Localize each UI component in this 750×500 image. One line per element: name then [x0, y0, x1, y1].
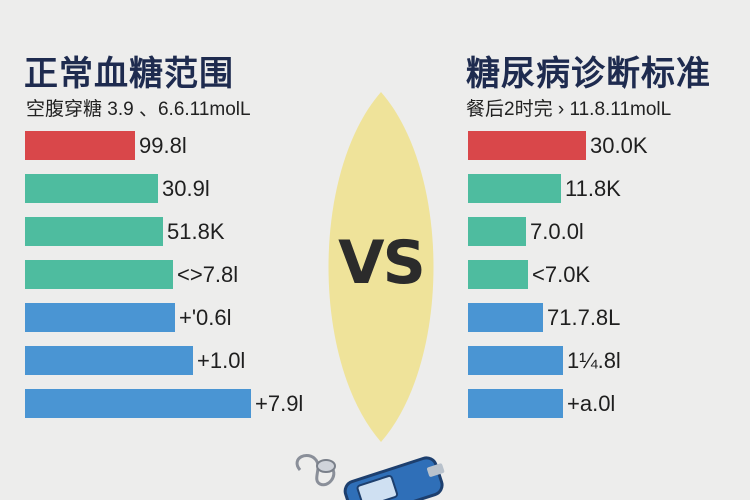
diagnosis-bar-label: 71.7.8L: [547, 304, 621, 330]
diagnosis-bar: [468, 131, 586, 160]
normal-bar-row: <>7.8l: [25, 260, 238, 289]
diagnosis-bar: [468, 346, 563, 375]
normal-bar: [25, 346, 193, 375]
glucose-meter-icon: [295, 454, 445, 500]
diagnosis-bar-row: 7.0.0l: [468, 217, 584, 246]
diagnosis-bar-row: 11.8K: [468, 174, 621, 203]
normal-bar: [25, 174, 158, 203]
normal-bar: [25, 260, 173, 289]
diagnosis-bar: [468, 389, 563, 418]
diagnosis-bar-label: <7.0K: [532, 261, 591, 287]
normal-bar-label: <>7.8l: [177, 261, 239, 287]
normal-bar-label: 51.8K: [167, 218, 225, 244]
diagnosis-bar: [468, 217, 526, 246]
diagnosis-bar-label: 1¼.8l: [567, 347, 621, 373]
normal-bar-row: +1.0l: [25, 346, 245, 375]
normal-bar-row: +'0.6l: [25, 303, 232, 332]
normal-bar-row: +7.9l: [25, 389, 303, 418]
diagnosis-bar: [468, 174, 561, 203]
normal-bar: [25, 389, 251, 418]
diagnosis-title: 糖尿病诊断标准: [466, 55, 711, 93]
normal-range-bars: 99.8l 30.9l 51.8K <>7.8l +'0.6l +1.0l +7.9l: [0, 0, 340, 500]
diagnosis-bar-row: 71.7.8L: [468, 303, 620, 332]
diagnosis-bar-row: 30.0K: [468, 131, 648, 160]
diagnosis-bar: [468, 303, 543, 332]
normal-bar: [25, 217, 163, 246]
normal-bar: [25, 303, 175, 332]
diagnosis-bar-label: 11.8K: [565, 175, 621, 201]
diagnosis-bar: [468, 260, 528, 289]
normal-bar-label: +7.9l: [255, 390, 304, 416]
normal-bar: [25, 131, 135, 160]
vs-label: VS: [338, 228, 426, 298]
normal-bar-label: 99.8l: [139, 132, 187, 158]
diagnosis-bars: 30.0K 11.8K 7.0.0l <7.0K 71.7.8L 1¼.8l +a.0l: [440, 0, 750, 500]
normal-bar-row: 30.9l: [25, 174, 210, 203]
diagnosis-bar-label: 7.0.0l: [530, 218, 584, 244]
diagnosis-bar-label: +a.0l: [567, 390, 616, 416]
diagnosis-subtitle: 餐后2时完 › 11.8.11molL: [466, 99, 672, 120]
normal-range-title: 正常血糖范围: [24, 55, 234, 93]
diagnosis-bar-row: <7.0K: [468, 260, 590, 289]
normal-range-subtitle: 空腹穿糖 3.9 、6.6.11molL: [26, 99, 251, 120]
normal-bar-label: +'0.6l: [179, 304, 232, 330]
normal-bar-row: 51.8K: [25, 217, 225, 246]
diagnosis-bar-row: +a.0l: [468, 389, 615, 418]
diagnosis-bar-row: 1¼.8l: [468, 346, 621, 375]
normal-bar-label: 30.9l: [162, 175, 210, 201]
normal-bar-label: +1.0l: [197, 347, 246, 373]
normal-bar-row: 99.8l: [25, 131, 187, 160]
vs-leaf-shape: [328, 92, 434, 442]
diagnosis-bar-label: 30.0K: [590, 132, 648, 158]
